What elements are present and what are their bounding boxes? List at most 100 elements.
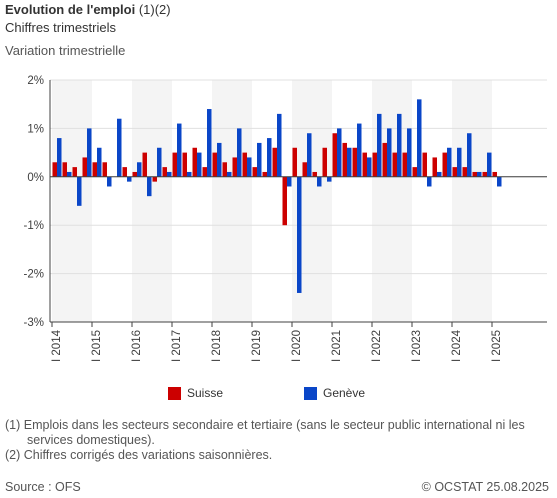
bar-geneve — [467, 133, 472, 177]
bar-suisse — [172, 152, 177, 177]
x-tick-label: I 2014 — [51, 329, 63, 362]
bar-geneve — [157, 147, 162, 177]
bar-suisse — [182, 152, 187, 177]
bar-geneve — [197, 152, 202, 177]
bar-suisse — [62, 162, 67, 177]
bar-suisse — [292, 147, 297, 177]
bar-geneve — [297, 176, 302, 293]
y-tick-label: 1% — [27, 123, 44, 135]
bar-suisse — [92, 162, 97, 177]
bar-geneve — [457, 147, 462, 177]
bar-geneve — [177, 123, 182, 177]
bar-geneve — [487, 152, 492, 177]
bar-geneve — [107, 176, 112, 187]
legend-swatch-suisse — [168, 386, 181, 400]
bar-geneve — [317, 176, 322, 187]
bar-suisse — [362, 152, 367, 177]
bar-suisse — [432, 157, 437, 177]
bar-suisse — [302, 162, 307, 177]
bar-suisse — [422, 152, 427, 177]
bar-geneve — [387, 128, 392, 177]
bar-geneve — [147, 176, 152, 197]
x-tick-label: I 2021 — [331, 330, 343, 362]
bar-suisse — [192, 147, 197, 177]
bar-geneve — [357, 123, 362, 177]
bar-geneve — [247, 157, 252, 177]
x-tick-label: I 2018 — [211, 330, 223, 362]
x-tick-label: I 2016 — [131, 330, 143, 362]
x-tick-label: I 2017 — [171, 330, 183, 362]
bar-geneve — [427, 176, 432, 187]
bar-geneve — [167, 171, 172, 177]
year-band — [212, 80, 252, 322]
x-tick-label: I 2020 — [291, 330, 303, 362]
bar-suisse — [232, 157, 237, 177]
y-tick-label: 0% — [27, 172, 44, 184]
y-axis-title: Variation trimestrielle — [5, 43, 126, 58]
legend-label-suisse: Suisse — [187, 386, 224, 400]
bar-suisse — [372, 152, 377, 177]
bar-suisse — [202, 167, 207, 177]
bar-geneve — [77, 176, 82, 206]
bar-geneve — [67, 171, 72, 177]
bar-suisse — [282, 176, 287, 226]
x-tick-label: I 2024 — [451, 329, 463, 362]
bar-geneve — [257, 142, 262, 177]
bar-geneve — [187, 171, 192, 177]
bar-geneve — [377, 113, 382, 177]
y-tick-label: 2% — [27, 75, 44, 87]
bar-suisse — [452, 167, 457, 177]
bar-geneve — [87, 128, 92, 177]
bar-suisse — [222, 162, 227, 177]
bar-suisse — [382, 142, 387, 177]
bar-suisse — [72, 167, 77, 177]
bar-geneve — [367, 157, 372, 177]
bar-geneve — [477, 171, 482, 177]
chart-subtitle: Chiffres trimestriels — [5, 20, 117, 35]
bar-suisse — [492, 171, 497, 177]
legend-swatch-geneve — [304, 386, 317, 400]
legend-item-geneve[interactable]: Genève — [304, 385, 365, 401]
bar-suisse — [272, 147, 277, 177]
y-tick-label: -1% — [24, 220, 44, 232]
bar-geneve — [347, 147, 352, 177]
bar-suisse — [472, 171, 477, 177]
bar-suisse — [482, 171, 487, 177]
y-tick-label: -2% — [24, 269, 44, 281]
bar-geneve — [417, 99, 422, 177]
bar-geneve — [407, 128, 412, 177]
bar-geneve — [137, 162, 142, 177]
x-tick-label: I 2023 — [411, 330, 423, 362]
year-band — [452, 80, 492, 322]
bar-suisse — [142, 152, 147, 177]
bar-geneve — [237, 128, 242, 177]
bar-geneve — [57, 138, 62, 177]
bar-suisse — [392, 152, 397, 177]
bar-geneve — [397, 113, 402, 177]
bar-suisse — [322, 147, 327, 177]
bar-suisse — [412, 167, 417, 177]
bar-geneve — [437, 171, 442, 177]
bar-geneve — [327, 176, 332, 182]
bar-geneve — [337, 128, 342, 177]
bar-suisse — [442, 152, 447, 177]
footnotes: (1) Emplois dans les secteurs secondaire… — [5, 418, 545, 463]
chart-title-main: Evolution de l'emploi — [5, 2, 136, 17]
copyright-text: © OCSTAT 25.08.2025 — [421, 480, 549, 494]
footnote-1: (1) Emplois dans les secteurs secondaire… — [5, 418, 525, 447]
bar-suisse — [162, 167, 167, 177]
year-band — [132, 80, 172, 322]
footnote-2: (2) Chiffres corrigés des variations sai… — [5, 448, 273, 462]
bar-geneve — [207, 109, 212, 177]
bar-suisse — [252, 167, 257, 177]
bar-geneve — [277, 113, 282, 177]
bar-geneve — [127, 176, 132, 182]
x-tick-label: I 2015 — [91, 330, 103, 362]
bar-suisse — [242, 152, 247, 177]
year-band — [52, 80, 92, 322]
x-tick-label: I 2025 — [491, 330, 503, 362]
bar-suisse — [342, 142, 347, 177]
x-tick-label: I 2022 — [371, 330, 383, 362]
bar-geneve — [267, 138, 272, 177]
legend-item-suisse[interactable]: Suisse — [168, 385, 223, 401]
